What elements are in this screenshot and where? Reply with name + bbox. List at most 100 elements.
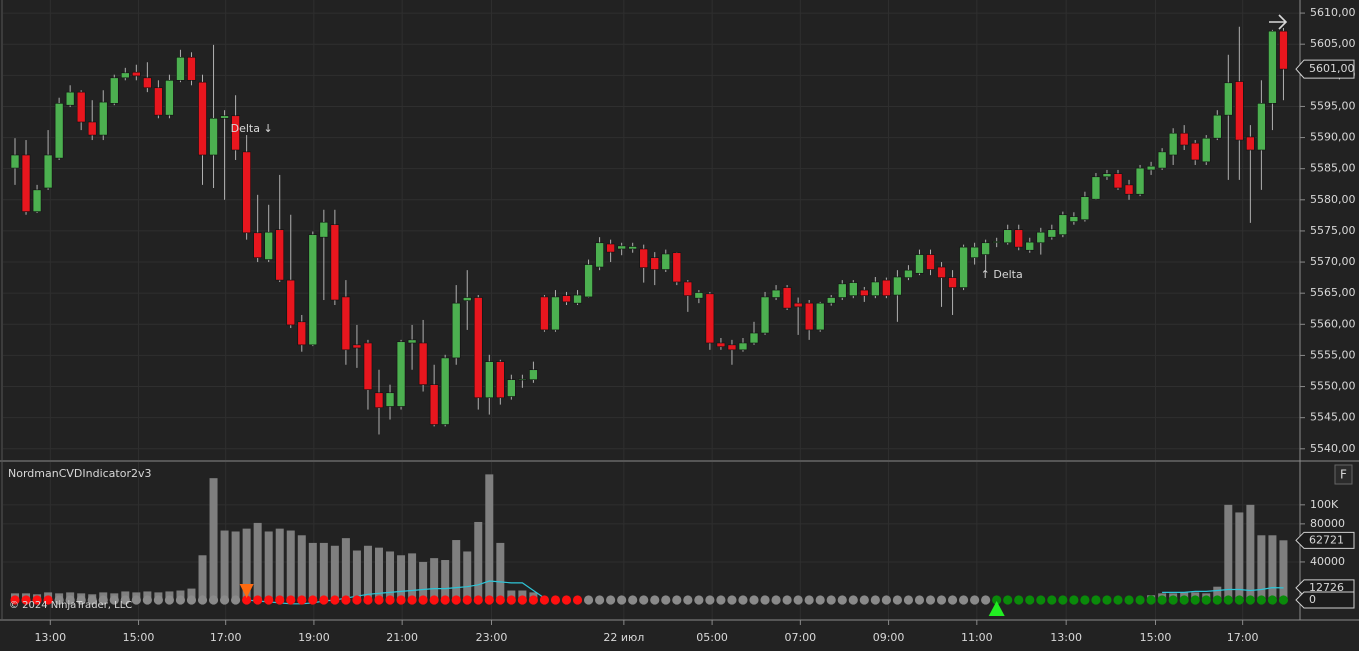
signal-dot xyxy=(396,595,406,605)
signal-dot xyxy=(870,595,880,605)
candle-body xyxy=(341,296,351,351)
signal-dot xyxy=(1003,595,1013,605)
signal-dot xyxy=(650,595,660,605)
candle-body xyxy=(738,342,748,351)
signal-dot xyxy=(32,595,42,605)
signal-triangle xyxy=(988,601,1005,617)
signal-dot xyxy=(947,595,958,605)
candle-body xyxy=(109,77,119,104)
candle-body xyxy=(54,103,64,159)
signal-dot xyxy=(153,595,163,605)
signal-dot xyxy=(1267,595,1278,605)
candle-body xyxy=(65,91,75,106)
signal-dot xyxy=(385,595,395,605)
signal-dot xyxy=(572,595,583,605)
candle-body xyxy=(1157,151,1167,169)
volume-bar xyxy=(286,530,295,601)
volume-bar xyxy=(1235,512,1244,601)
signal-dot xyxy=(672,595,682,605)
signal-dot xyxy=(1278,595,1289,605)
grid-layer xyxy=(3,0,1300,620)
volume-bar xyxy=(452,540,461,601)
f-button-label[interactable]: F xyxy=(1340,468,1347,482)
candle-body xyxy=(937,266,946,278)
candle-body xyxy=(672,252,682,283)
volume-bar xyxy=(330,545,339,601)
scroll-to-end-icon[interactable] xyxy=(1269,14,1288,30)
x-tick-label: 22 июл xyxy=(603,631,644,644)
volume-bar xyxy=(341,538,350,601)
signal-dot xyxy=(1146,595,1156,605)
signal-dot xyxy=(231,595,241,605)
y-tick-label: 5560,00 xyxy=(1310,317,1356,330)
candle-body xyxy=(396,341,406,407)
candle-body xyxy=(473,297,483,399)
candle-body xyxy=(1058,214,1068,235)
candle-body xyxy=(915,254,924,274)
signal-dot xyxy=(771,595,781,605)
candle-body xyxy=(540,296,549,331)
signal-dot xyxy=(1047,595,1057,605)
signal-dot xyxy=(297,595,307,605)
signal-dot xyxy=(319,595,329,605)
candle-body xyxy=(1279,30,1288,70)
y-tick-label: 5590,00 xyxy=(1310,131,1356,144)
candle-body xyxy=(639,248,649,268)
signal-dot xyxy=(1102,595,1112,605)
signal-dot xyxy=(694,595,704,605)
candle-body xyxy=(507,379,516,397)
signal-dot xyxy=(363,595,373,605)
candle-body xyxy=(970,246,979,258)
candle-body xyxy=(176,56,185,81)
y-tick-label: 5580,00 xyxy=(1310,193,1356,206)
y-tick-label: 80000 xyxy=(1310,517,1345,530)
volume-bar xyxy=(1224,504,1233,601)
signal-dot xyxy=(539,595,550,605)
volume-bar xyxy=(496,542,505,601)
candle-body xyxy=(1047,229,1057,238)
volume-bar xyxy=(275,528,284,601)
candle-body xyxy=(462,297,472,301)
candle-body xyxy=(562,295,571,303)
volume-bar xyxy=(386,551,395,601)
volume-bar xyxy=(187,588,196,601)
signal-dot xyxy=(186,595,197,605)
y-tick-label: 5540,00 xyxy=(1310,442,1356,455)
candle-body xyxy=(1179,132,1189,146)
candle-body xyxy=(826,297,836,304)
signal-dot xyxy=(131,595,141,605)
candle-body xyxy=(187,56,196,81)
signal-dot xyxy=(925,595,936,605)
candle-body xyxy=(617,245,626,250)
signal-dot xyxy=(958,595,969,605)
y-tick-label: 5545,00 xyxy=(1310,411,1356,424)
value-tag-label: 0 xyxy=(1309,593,1316,606)
signal-dot xyxy=(330,595,340,605)
candle-body xyxy=(484,361,494,399)
signal-dot xyxy=(175,595,186,605)
signal-dot xyxy=(561,595,572,605)
signal-dot xyxy=(506,595,516,605)
price-tag xyxy=(1295,59,1355,79)
volume-bar xyxy=(297,535,306,601)
y-tick-label: 100K xyxy=(1310,498,1339,511)
candle-body xyxy=(782,287,792,309)
candle-body xyxy=(1190,142,1200,161)
signal-dot xyxy=(286,595,296,605)
signal-dot xyxy=(219,595,230,605)
volume-bar xyxy=(485,474,494,601)
signal-dot xyxy=(1223,595,1233,605)
candle-body xyxy=(330,224,340,301)
candle-body xyxy=(860,289,869,296)
signal-dot xyxy=(628,595,638,605)
x-tick-label: 13:00 xyxy=(1050,631,1082,644)
value-tag xyxy=(1295,591,1355,609)
f-button[interactable] xyxy=(1334,464,1353,485)
signal-dot xyxy=(21,595,31,605)
signal-dot xyxy=(738,595,748,605)
candle-body xyxy=(1246,136,1255,151)
signal-dot xyxy=(109,595,119,605)
volume-bar xyxy=(352,550,361,601)
candle-body xyxy=(1124,184,1134,195)
